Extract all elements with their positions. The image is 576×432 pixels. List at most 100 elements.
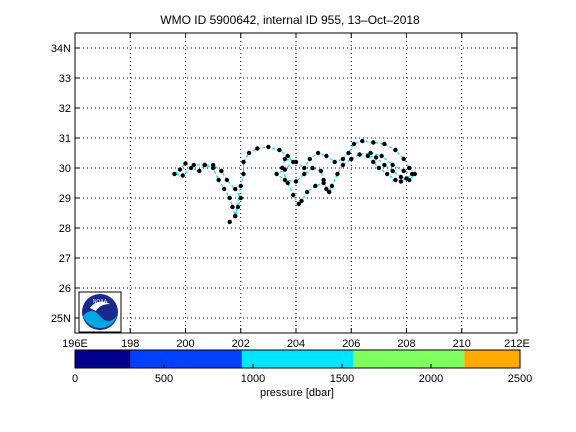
data-point [407, 165, 412, 171]
data-point [382, 162, 387, 168]
x-tick-label: 212E [504, 338, 530, 350]
data-point [296, 201, 301, 207]
colorbar-tick-label: 1000 [241, 373, 265, 385]
y-tick-label: 25N [51, 313, 71, 325]
data-point [371, 159, 376, 165]
colorbar-frame [74, 349, 521, 369]
data-point [227, 195, 232, 201]
colorbar-label: pressure [dbar] [260, 387, 334, 399]
y-tick-label: 30 [59, 163, 71, 175]
colorbar-tick-label: 2500 [508, 373, 532, 385]
data-point [238, 183, 243, 189]
data-point [340, 162, 346, 168]
colorbar-tick-label: 0 [72, 373, 78, 385]
data-point [282, 177, 288, 183]
data-point [332, 159, 337, 165]
data-point [221, 186, 227, 192]
data-point [180, 173, 185, 178]
logo-text: NOAA [93, 299, 108, 305]
data-point [390, 168, 395, 174]
data-point [285, 153, 290, 159]
data-point [390, 162, 395, 168]
x-tick-label: 204 [287, 338, 305, 350]
x-tick-label: 202 [232, 338, 250, 350]
data-point [373, 155, 379, 160]
colorbar-bin [75, 350, 131, 368]
data-point [357, 152, 362, 157]
data-point [329, 183, 335, 189]
data-point [398, 174, 404, 180]
data-point [255, 146, 260, 151]
y-tick-label: 32 [59, 103, 71, 115]
data-point [382, 141, 387, 147]
data-point [216, 177, 221, 183]
data-point [393, 177, 398, 183]
data-point [401, 156, 406, 162]
data-point [368, 150, 373, 156]
float-positions [172, 138, 417, 225]
x-tick-label: 208 [397, 338, 415, 350]
colorbar-tick-label: 1500 [330, 373, 354, 385]
data-point [310, 165, 315, 171]
data-point [326, 189, 332, 195]
data-point [379, 153, 384, 159]
y-tick-label: 34N [51, 43, 71, 55]
data-point [302, 171, 307, 177]
x-tick-label: 196E [62, 338, 88, 350]
colorbar-bin [464, 350, 520, 368]
x-tick-label: 200 [176, 338, 194, 350]
data-point [340, 156, 346, 162]
data-point [398, 179, 404, 184]
data-point [285, 180, 290, 186]
data-point [241, 171, 246, 177]
data-point [401, 168, 406, 174]
y-tick-label: 28 [59, 223, 71, 235]
float-track [172, 140, 416, 223]
data-point [219, 168, 224, 174]
data-point [188, 165, 194, 171]
data-point [324, 153, 329, 159]
colorbar-tick-label: 2000 [419, 373, 443, 385]
data-point [172, 171, 177, 177]
data-point [304, 189, 310, 195]
colorbar-bin [241, 350, 354, 368]
data-point [360, 138, 365, 144]
y-tick-label: 33 [59, 73, 71, 85]
colorbar: 0 500 1000 1500 2000 2500 [72, 349, 532, 385]
data-point [351, 141, 357, 147]
data-point [246, 150, 252, 156]
y-tick-label: 27 [59, 253, 71, 265]
data-point [266, 144, 271, 150]
logo-wave [83, 311, 117, 329]
data-point [404, 176, 409, 181]
data-point [224, 177, 230, 183]
data-point [307, 156, 313, 162]
data-point [227, 219, 232, 225]
colorbar-bin [130, 350, 242, 368]
data-point [321, 180, 326, 186]
data-point [302, 165, 307, 171]
x-tick-label: 198 [121, 338, 139, 350]
grid [75, 33, 517, 333]
data-point [335, 171, 340, 177]
data-point [376, 165, 382, 171]
colorbar-tick-label: 500 [155, 373, 173, 385]
data-point [274, 171, 279, 177]
data-point [409, 171, 415, 177]
data-point [197, 168, 202, 174]
x-tick-label: 206 [342, 338, 360, 350]
axis-ticks: 196E 198 200 202 204 206 208 210 212E 25N 26 27 28 29… [51, 33, 530, 350]
series-line [172, 140, 416, 223]
y-tick-label: 29 [59, 193, 71, 205]
data-point [371, 140, 376, 145]
data-point [233, 213, 238, 219]
data-point [183, 161, 188, 166]
data-point [238, 195, 243, 201]
chart-title: WMO ID 5900642, internal ID 955, 13–Oct–… [160, 13, 420, 27]
data-point [210, 165, 216, 171]
data-point [241, 159, 246, 165]
data-point [293, 159, 299, 165]
data-point [318, 168, 324, 174]
data-point [291, 192, 296, 198]
